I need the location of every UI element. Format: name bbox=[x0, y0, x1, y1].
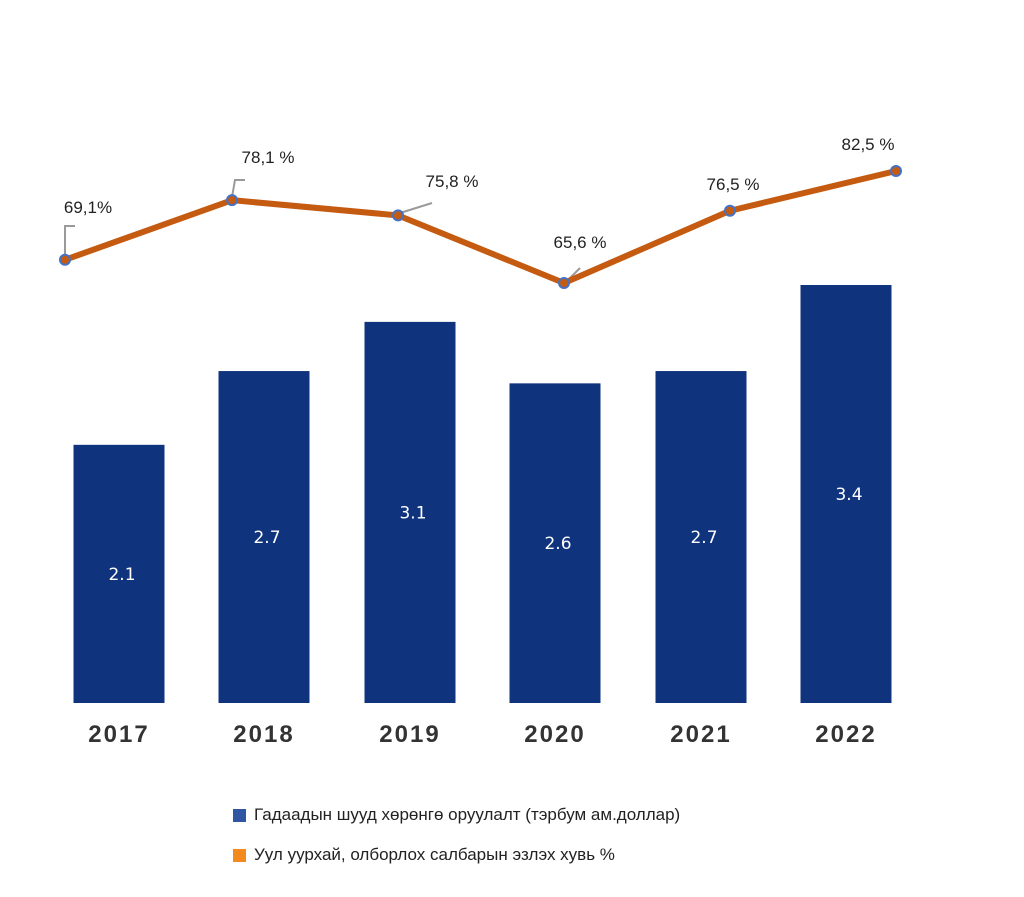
line-marker-2019 bbox=[392, 209, 404, 222]
legend-label-mining-share: Уул уурхай, олборлох салбарын эзлэх хувь… bbox=[254, 845, 615, 864]
legend-label-fdi: Гадаадын шууд хөрөнгө оруулалт (тэрбум а… bbox=[254, 805, 681, 824]
bar-2019 bbox=[364, 321, 456, 703]
line-label-2020: 65,6 % bbox=[554, 233, 607, 252]
bar-2018 bbox=[218, 371, 310, 703]
x-tick-2022: 2022 bbox=[815, 721, 876, 748]
line-label-2018: 78,1 % bbox=[242, 148, 295, 167]
bar-label-2021: 2.7 bbox=[690, 528, 717, 548]
bar-2022 bbox=[800, 285, 892, 703]
x-tick-2017: 2017 bbox=[88, 721, 149, 748]
line-label-2019: 75,8 % bbox=[426, 172, 479, 191]
legend-swatch-fdi bbox=[233, 808, 246, 822]
line-data-labels: 69,1% 78,1 % 75,8 % 65,6 % 76,5 % 82,5 % bbox=[64, 135, 895, 252]
legend-swatch-mining-share bbox=[233, 848, 246, 862]
leader-line-2018 bbox=[231, 179, 245, 198]
line-marker-2020 bbox=[558, 277, 570, 289]
line-label-2022: 82,5 % bbox=[842, 135, 895, 154]
line-marker-2018 bbox=[226, 194, 238, 207]
x-tick-2019: 2019 bbox=[379, 721, 440, 748]
leader-line-2019 bbox=[399, 202, 433, 214]
bar-label-2020: 2.6 bbox=[544, 534, 571, 554]
x-tick-2018: 2018 bbox=[233, 721, 294, 748]
line-series bbox=[63, 168, 897, 286]
line-marker-2017 bbox=[59, 253, 71, 266]
bar-label-2017: 2.1 bbox=[108, 565, 135, 585]
bar-label-2018: 2.7 bbox=[253, 528, 280, 548]
chart: 2.12.73.12.6 2.73.4 2017 2018 2019 2020 2021 2… bbox=[59, 135, 902, 748]
line-markers bbox=[59, 165, 902, 289]
bar-label-2019: 3.1 bbox=[399, 503, 426, 523]
line-label-2021: 76,5 % bbox=[707, 175, 760, 194]
legend: Гадаадын шууд хөрөнгө оруулалт (тэрбум а… bbox=[233, 795, 680, 875]
bar-label-2022: 3.4 bbox=[835, 485, 862, 505]
leader-line-2017 bbox=[64, 225, 75, 257]
legend-item-mining-share: Уул уурхай, олборлох салбарын эзлэх хувь… bbox=[233, 835, 680, 875]
bar-2021 bbox=[655, 371, 747, 703]
bar-2020 bbox=[509, 383, 601, 703]
legend-item-fdi: Гадаадын шууд хөрөнгө оруулалт (тэрбум а… bbox=[233, 795, 680, 835]
bar-data-labels: 2.1 2.7 3.1 2.6 2.7 3.4 bbox=[108, 485, 862, 585]
line-marker-2022 bbox=[890, 165, 902, 177]
line-marker-2021 bbox=[724, 204, 736, 217]
x-tick-2021: 2021 bbox=[670, 721, 731, 748]
line-label-2017: 69,1% bbox=[64, 198, 112, 217]
x-tick-2020: 2020 bbox=[524, 721, 585, 748]
x-axis-tick-labels: 2017 2018 2019 2020 2021 2022 bbox=[88, 721, 876, 748]
bar-series bbox=[73, 285, 892, 703]
bar-2017 bbox=[73, 444, 165, 703]
